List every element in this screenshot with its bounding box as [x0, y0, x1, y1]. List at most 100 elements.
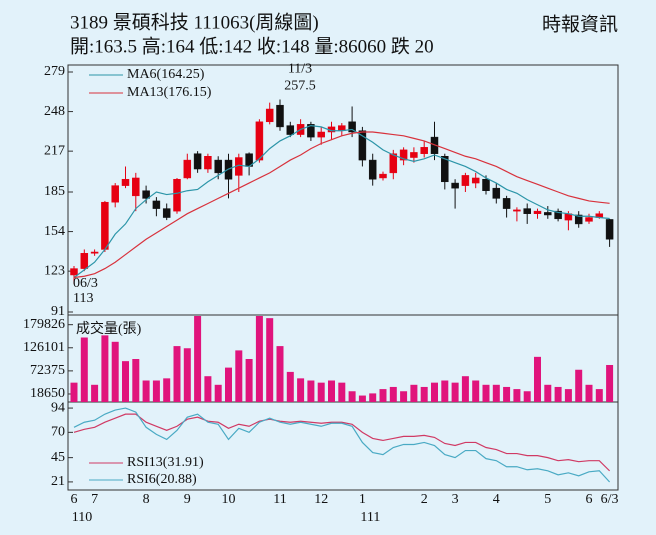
volume-bar — [389, 386, 397, 402]
candle-body — [121, 178, 130, 186]
volume-bar — [534, 356, 541, 402]
volume-bar — [286, 371, 294, 402]
candle-body — [214, 159, 222, 174]
line — [73, 407, 611, 483]
y-tick-label: 123 — [44, 263, 65, 278]
candle-body — [307, 124, 315, 138]
volume-bar — [441, 380, 449, 402]
x-tick-label: 5 — [544, 492, 551, 507]
x-tick-label: 1 — [359, 492, 366, 507]
candle-body — [90, 251, 99, 254]
candle-body — [152, 200, 161, 209]
candle-body — [420, 147, 428, 154]
candle-body — [111, 185, 119, 203]
x-year-label: 110 — [72, 510, 92, 525]
x-tick-label: 10 — [222, 492, 236, 507]
volume-bar — [183, 348, 191, 402]
volume-bar — [80, 337, 88, 402]
x-tick-label: 8 — [143, 492, 150, 507]
source: 時報資訊 — [542, 13, 618, 35]
annotation: 11/3 — [288, 62, 312, 77]
x-tick-label: 12 — [314, 492, 328, 507]
volume-bar — [420, 386, 428, 402]
volume-bar — [472, 380, 480, 402]
candle-body — [276, 104, 284, 128]
volume-bar — [163, 378, 171, 402]
x-tick-label: 3 — [452, 492, 459, 507]
volume-bar — [410, 384, 418, 402]
candle-body — [513, 209, 521, 212]
y-tick-label: 154 — [44, 224, 65, 239]
volume-bar — [91, 384, 99, 402]
y-tick-label: 72375 — [30, 363, 65, 378]
y-tick-label: 45 — [51, 450, 65, 465]
x-tick-label: 7 — [91, 492, 98, 507]
volume-bar — [400, 391, 408, 402]
x-tick-label: 6 — [586, 492, 593, 507]
volume-bar — [379, 389, 387, 402]
candle-body — [162, 208, 171, 218]
volume-bar — [70, 382, 78, 402]
y-tick-label: 126101 — [23, 340, 65, 355]
volume-bar — [328, 380, 335, 402]
y-tick-label: 18650 — [30, 386, 65, 401]
annotation: 257.5 — [284, 79, 316, 94]
x-year-label: 111 — [360, 510, 380, 525]
frame — [67, 64, 619, 491]
candle-body — [193, 153, 202, 170]
volume-bar — [235, 350, 243, 402]
volume-bar — [431, 382, 438, 402]
candle-body — [80, 253, 89, 269]
x-tick-label: 9 — [184, 492, 191, 507]
x-tick-label: 11 — [273, 492, 286, 507]
candle-body — [451, 182, 459, 189]
volume-bar — [101, 335, 109, 402]
y-tick-label: 179826 — [23, 317, 65, 332]
candle-body — [142, 190, 150, 199]
volume-bar — [595, 389, 603, 402]
candle-body — [379, 173, 387, 179]
volume-bar — [606, 364, 614, 402]
candle-body — [348, 121, 356, 133]
candle-body — [132, 177, 140, 197]
candle-body — [399, 149, 408, 161]
volume-bar — [358, 395, 366, 402]
candle-body — [492, 187, 501, 199]
x-tick-label: 6 — [71, 492, 78, 507]
candle-body — [482, 178, 490, 191]
candle-body — [286, 125, 295, 135]
candle-body — [317, 131, 325, 138]
volume-bar — [564, 389, 572, 402]
volume-bar — [544, 384, 552, 402]
volume-bar — [513, 389, 521, 402]
x-tick-label: 6/3 — [601, 492, 619, 507]
candle-body — [173, 178, 181, 212]
y-tick-label: 94 — [51, 400, 65, 415]
volume-bar — [132, 359, 140, 402]
y-tick-label: 91 — [51, 304, 65, 319]
title: 3189 景碩科技 111063(周線圖) — [70, 11, 319, 33]
y-tick-label: 217 — [44, 143, 65, 158]
candle-body — [358, 130, 367, 161]
volume-bar — [338, 382, 346, 402]
volume-bar — [194, 316, 202, 402]
volume-bar — [111, 341, 119, 402]
candle-body — [101, 201, 109, 250]
volume-bar — [245, 359, 253, 402]
candle-body — [554, 210, 562, 220]
candle-body — [585, 217, 593, 222]
line — [73, 131, 610, 279]
candle-body — [389, 153, 398, 174]
volume-bar — [266, 318, 274, 402]
volume-bar — [152, 380, 160, 402]
panel-title: 成交量(張) — [76, 320, 142, 337]
y-tick-label: 185 — [44, 184, 65, 199]
volume-bar — [369, 393, 377, 402]
volume-bar — [348, 391, 356, 402]
annotation: 113 — [73, 291, 93, 306]
legend-label: RSI13(31.91) — [127, 455, 204, 470]
candle-body — [265, 108, 274, 123]
candle-body — [441, 156, 449, 183]
volume-bar — [451, 382, 459, 402]
